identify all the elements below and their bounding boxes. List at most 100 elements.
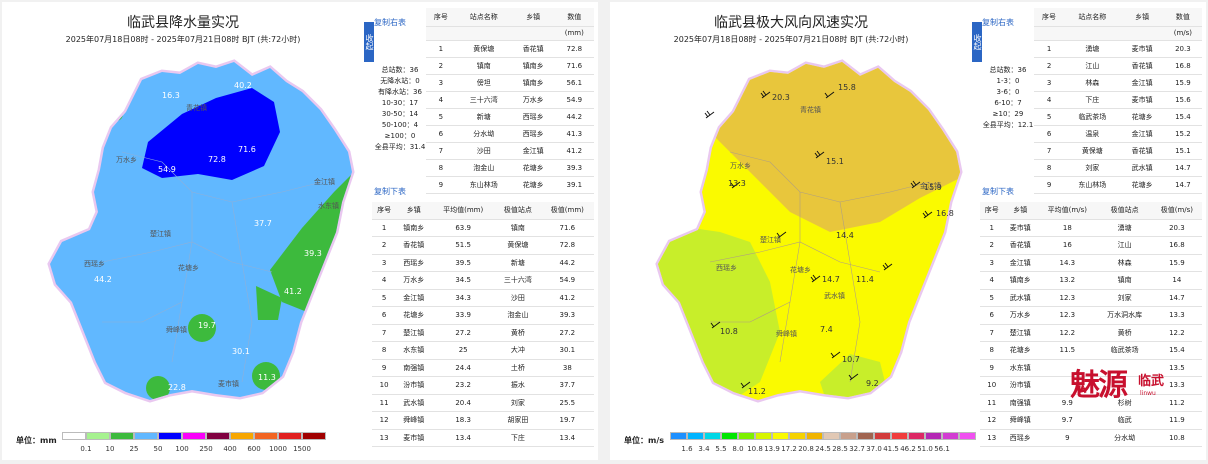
table-cell: 麦市镇 <box>1120 40 1164 58</box>
rainfall-map-subtitle: 2025年07月18日08时 - 2025年07月21日08时 BJT (共:7… <box>65 35 301 44</box>
stat-line: 3-6：0 <box>996 88 1020 96</box>
legend-tick: 10.8 <box>747 445 763 453</box>
wind-map-subtitle: 2025年07月18日08时 - 2025年07月21日08时 BJT (共:7… <box>673 35 909 44</box>
table-cell: 10.8 <box>1151 429 1202 447</box>
map-value: 54.9 <box>158 165 176 174</box>
table-cell: 临武 <box>1097 411 1152 430</box>
table-cell: 5 <box>426 108 456 126</box>
table-row: 10 汾市镇 23.2 振水 37.7 <box>372 376 594 395</box>
legend-tick: 24.5 <box>815 445 831 453</box>
copy-right-table-link[interactable]: 复制右表 <box>982 18 1014 27</box>
collapse-button[interactable]: 收起 <box>364 22 374 62</box>
town-label: 金江镇 <box>314 177 335 186</box>
map-value: 14.7 <box>822 275 840 284</box>
table-row: 6 万水乡 12.3 万水洞水库 13.3 <box>980 306 1202 325</box>
table-cell: 3 <box>980 254 1004 272</box>
table-cell: 土桥 <box>495 359 541 377</box>
table-row: 2 江山 香花镇 16.8 <box>1034 57 1202 75</box>
legend-tick: 56.1 <box>934 445 950 453</box>
stat-line: 无降水站：0 <box>380 77 420 85</box>
table-row: 1 镇南乡 63.9 镇南 71.6 <box>372 219 594 237</box>
map-value: 14.4 <box>836 231 854 240</box>
table-cell: 14.7 <box>1163 176 1202 194</box>
stat-line: 10-30：17 <box>381 99 419 107</box>
table-cell: 金江镇 <box>396 289 432 307</box>
table-cell: 13 <box>980 429 1004 447</box>
table-cell: 楚江镇 <box>1003 324 1038 342</box>
town-label: 楚江镇 <box>150 229 171 238</box>
rainfall-town-table: 序号 乡镇 平均值(mm) 极值站点 极值(mm) 1 镇南乡 63.9 镇南 71.6 2 香花镇 5… <box>372 202 594 447</box>
table-cell: 西瑶乡 <box>511 108 555 126</box>
table-cell: 39.5 <box>431 254 496 272</box>
table-header: 序号 <box>1034 8 1065 27</box>
table-cell: 武水镇 <box>1120 159 1164 177</box>
rainfall-stats: 总站数：36 无降水站：0 有降水站：36 10-30：17 30-50：14 50-10… <box>374 65 426 153</box>
table-cell: 黄保塘 <box>495 236 541 255</box>
map-value: 11.3 <box>258 373 276 382</box>
legend-swatch <box>840 432 857 440</box>
table-cell: 33.9 <box>431 306 496 325</box>
legend-swatch <box>891 432 908 440</box>
copy-bottom-table-link[interactable]: 复制下表 <box>374 187 406 196</box>
table-cell: 镇南 <box>1097 271 1152 290</box>
table-row: 9 东山林场 花塘乡 39.1 <box>426 176 594 194</box>
table-cell: 12.3 <box>1037 289 1098 307</box>
table-cell: 18.3 <box>431 411 496 430</box>
table-cell: 15.1 <box>1163 142 1202 160</box>
table-cell: 刘家 <box>495 394 541 412</box>
table-row: 7 楚江镇 27.2 黄桥 27.2 <box>372 324 594 342</box>
table-cell: 8 <box>426 159 456 177</box>
table-header: 平均值(mm) <box>431 202 496 220</box>
table-cell: 1 <box>1034 40 1065 58</box>
table-cell: 20.3 <box>1151 219 1202 237</box>
table-header: 极值(mm) <box>540 202 594 220</box>
table-cell: 39.1 <box>554 176 594 194</box>
table-cell: 镇南乡 <box>1003 271 1038 290</box>
legend-tick: 13.9 <box>764 445 780 453</box>
legend-swatch <box>789 432 806 440</box>
map-value: 37.7 <box>254 219 272 228</box>
table-row: 4 镇南乡 13.2 镇南 14 <box>980 271 1202 290</box>
table-header <box>426 26 456 41</box>
stat-line: 有降水站：36 <box>378 88 422 96</box>
copy-right-table-link[interactable]: 复制右表 <box>374 18 406 27</box>
legend-swatch <box>86 432 110 440</box>
table-cell: 12 <box>372 411 397 430</box>
legend-swatch <box>942 432 959 440</box>
table-cell: 54.9 <box>554 91 594 109</box>
table-cell: 林森 <box>1097 254 1152 272</box>
table-cell: 20.4 <box>431 394 496 412</box>
rainfall-map-area: 临武县降水量实况 2025年07月18日08时 - 2025年07月21日08时… <box>2 2 364 460</box>
table-cell: 分水坳 <box>455 125 512 143</box>
legend-swatch <box>230 432 254 440</box>
legend-swatch <box>908 432 925 440</box>
table-row: 5 金江镇 34.3 沙田 41.2 <box>372 289 594 307</box>
table-cell: 13.5 <box>1151 359 1202 377</box>
map-value: 71.6 <box>238 145 256 154</box>
table-cell: 8 <box>1034 159 1065 177</box>
table-cell: 汾市镇 <box>396 376 432 395</box>
table-row: 2 镇南 镇南乡 71.6 <box>426 57 594 75</box>
table-cell: 刘家 <box>1064 159 1121 177</box>
table-cell: 麦市镇 <box>1003 219 1038 237</box>
table-cell: 25 <box>431 341 496 360</box>
table-cell: 16.8 <box>1151 236 1202 255</box>
table-cell: 11.9 <box>1151 411 1202 430</box>
table-cell: 大冲 <box>495 341 541 360</box>
table-cell: 楚江镇 <box>396 324 432 342</box>
collapse-button[interactable]: 收起 <box>972 22 982 62</box>
legend-swatch <box>62 432 86 440</box>
stat-line: 30-50：14 <box>381 110 419 118</box>
wind-barbs <box>704 90 933 389</box>
map-value: 15.9 <box>924 183 942 192</box>
table-cell: 2 <box>426 57 456 75</box>
map-value: 22.8 <box>168 383 186 392</box>
rain-100-zone <box>142 88 280 180</box>
table-header: 极值(m/s) <box>1151 202 1202 220</box>
map-value: 40.2 <box>234 81 252 90</box>
copy-bottom-table-link[interactable]: 复制下表 <box>982 187 1014 196</box>
table-cell: 41.2 <box>540 289 594 307</box>
table-header <box>511 26 555 41</box>
legend-tick: 250 <box>199 445 213 453</box>
table-cell: 71.6 <box>540 219 594 237</box>
